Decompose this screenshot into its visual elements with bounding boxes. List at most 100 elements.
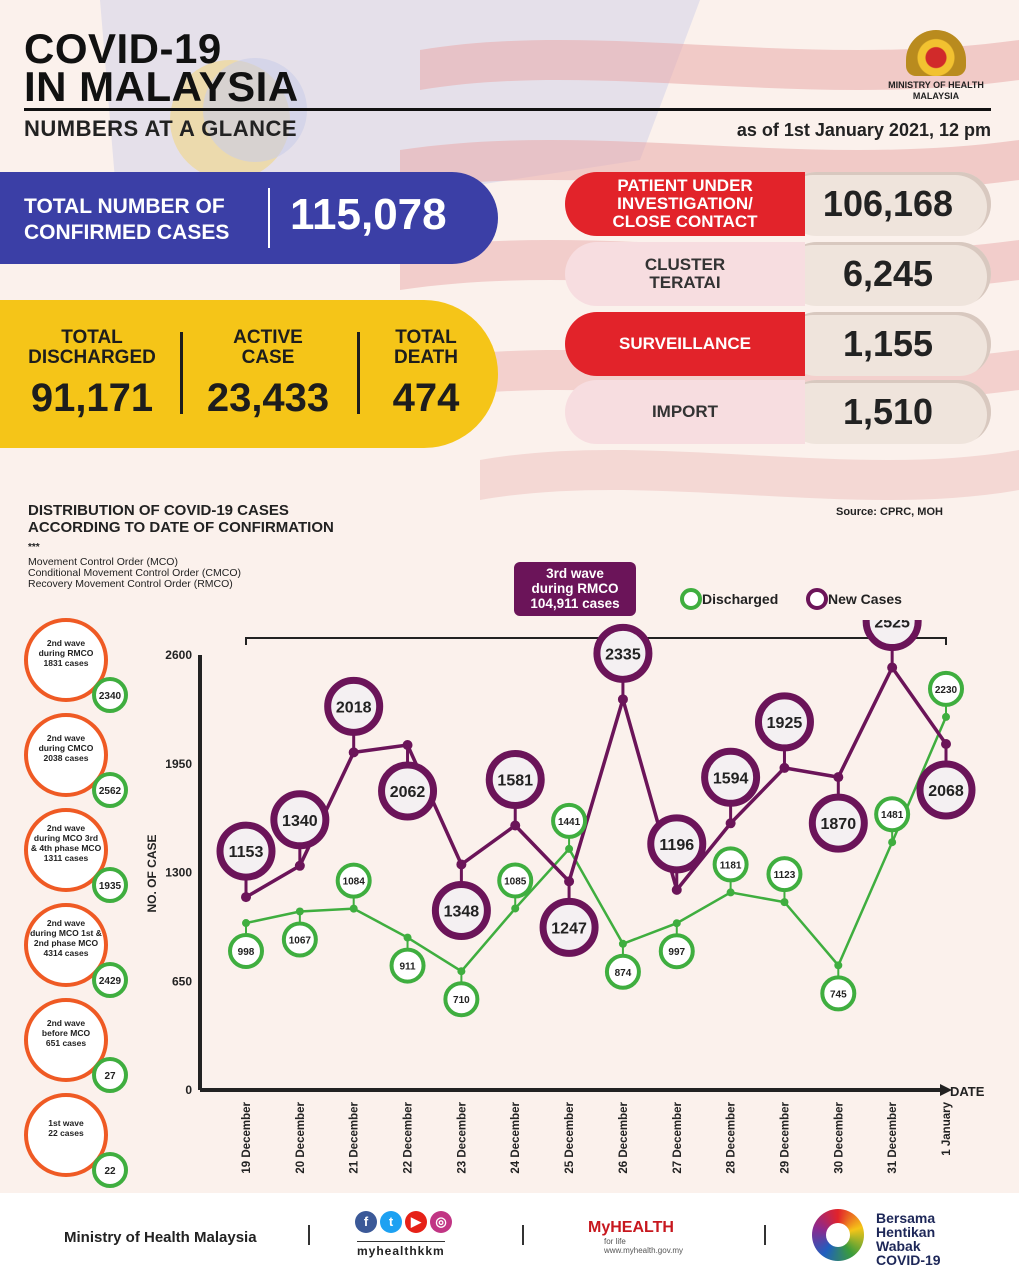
x-tick-label: 1 January xyxy=(941,1101,953,1155)
discharged-marker xyxy=(658,933,695,970)
wave-text: 2nd wave xyxy=(47,918,86,928)
category-label: PATIENT UNDER INVESTIGATION/CLOSE CONTACT xyxy=(565,172,805,236)
new-cases-point xyxy=(241,892,251,903)
wave-discharged-circle xyxy=(92,962,128,998)
active-value: 23,433 xyxy=(206,376,330,420)
coat-of-arms-icon xyxy=(906,30,966,76)
discharged-point xyxy=(672,919,681,928)
discharged-marker xyxy=(874,796,911,833)
discharged-data-label: 710 xyxy=(453,995,470,1006)
legend-new-label: New Cases xyxy=(828,591,902,607)
discharged-marker xyxy=(389,947,426,984)
discharged-marker xyxy=(335,862,372,899)
outcomes-divider-2 xyxy=(357,332,360,414)
wave-discharged-value: 2562 xyxy=(99,786,122,797)
new-cases-marker xyxy=(378,761,438,821)
new-cases-marker xyxy=(324,676,384,736)
wave-line-3: 104,911 cases xyxy=(530,596,620,611)
death-label-1: TOTAL xyxy=(395,327,457,348)
wave-discharged-circle xyxy=(92,1057,128,1093)
new-cases-marker-icon xyxy=(806,588,828,610)
discharged-stat: TOTAL DISCHARGED 91,171 xyxy=(22,328,162,421)
title-line-1: COVID-19 xyxy=(24,25,222,72)
y-tick-label: 0 xyxy=(185,1083,192,1097)
myhealth-tagline: for life xyxy=(604,1237,626,1246)
confirmed-cases-panel: TOTAL NUMBER OF CONFIRMED CASES 115,078 xyxy=(0,172,498,264)
discharged-marker xyxy=(228,933,264,970)
new-cases-data-label: 1196 xyxy=(659,837,694,854)
wave-text: 2nd wave xyxy=(47,733,86,743)
legend-discharged: Discharged xyxy=(680,588,778,610)
note-mco: Movement Control Order (MCO) xyxy=(28,556,178,568)
x-tick-label: 28 December xyxy=(726,1101,738,1173)
wave-discharged-value: 2429 xyxy=(99,976,122,987)
wave-discharged-value: 1935 xyxy=(99,881,122,892)
x-tick-label: 21 December xyxy=(349,1101,361,1173)
new-cases-point xyxy=(456,859,467,870)
x-tick-label: 22 December xyxy=(403,1101,415,1173)
x-tick-label: 30 December xyxy=(833,1101,845,1173)
new-cases-data-label: 1348 xyxy=(444,903,480,920)
new-cases-point xyxy=(617,694,628,705)
discharged-data-label: 1067 xyxy=(289,935,312,946)
discharged-marker xyxy=(604,953,641,990)
death-label-2: DEATH xyxy=(393,347,459,368)
wave-text: 2038 cases xyxy=(44,753,89,763)
new-cases-data-label: 1581 xyxy=(497,772,533,789)
campaign-burst-icon xyxy=(812,1209,864,1261)
wave-text: before MCO xyxy=(42,1028,91,1038)
new-cases-point xyxy=(779,762,790,773)
discharged-marker xyxy=(281,921,318,958)
category-row-import: 1,510 IMPORT xyxy=(565,380,991,444)
cases-line-chart: DATE NO. OF CASE 0 650 1300 1950 2600 19 Decemb… xyxy=(145,620,985,1174)
wave-line-2: during RMCO xyxy=(531,581,619,596)
death-stat: TOTAL DEATH 474 xyxy=(378,328,474,421)
footer-ministry: Ministry of Health Malaysia xyxy=(64,1229,257,1246)
discharged-series-line xyxy=(245,716,948,973)
category-label-line: INVESTIGATION/ xyxy=(617,194,753,213)
outcomes-divider-1 xyxy=(180,332,183,414)
facebook-icon[interactable]: f xyxy=(355,1211,377,1233)
discharged-point xyxy=(457,967,466,976)
wave-text: 1st wave xyxy=(48,1118,84,1128)
discharged-point xyxy=(726,888,735,897)
distribution-title-2: ACCORDING TO DATE OF CONFIRMATION xyxy=(28,519,334,536)
twitter-icon[interactable]: t xyxy=(380,1211,402,1233)
new-cases-point xyxy=(510,820,521,831)
confirmed-divider xyxy=(268,188,270,248)
new-cases-point xyxy=(402,740,413,751)
new-cases-data-label: 1870 xyxy=(821,816,857,833)
category-label-line: TERATAI xyxy=(649,273,721,292)
wave-discharged-circle xyxy=(92,867,128,903)
slogan-line-4: COVID-19 xyxy=(876,1252,941,1268)
discharged-point xyxy=(349,904,358,913)
y-tick-label: 650 xyxy=(172,974,192,988)
new-cases-marker xyxy=(216,821,276,881)
discharged-marker-icon xyxy=(680,588,702,610)
campaign-slogan: Bersama Hentikan Wabak COVID-19 xyxy=(876,1211,941,1267)
title-line-2: IN MALAYSIA xyxy=(24,63,299,110)
y-tick-label: 1950 xyxy=(165,757,192,771)
discharged-point xyxy=(403,933,412,942)
x-tick-label: 29 December xyxy=(779,1101,791,1173)
category-label: SURVEILLANCE xyxy=(565,312,805,376)
new-cases-point xyxy=(294,860,305,871)
confirmed-value: 115,078 xyxy=(290,190,447,239)
x-tick-label: 20 December xyxy=(295,1101,307,1173)
new-cases-marker xyxy=(754,692,814,752)
death-value: 474 xyxy=(392,376,460,420)
discharged-point xyxy=(780,898,789,907)
wave-text: during MCO 1st & xyxy=(30,928,102,938)
category-value: 1,510 xyxy=(785,380,991,444)
mco-notes: Movement Control Order (MCO) Conditional… xyxy=(28,557,241,590)
slogan-line-1: Bersama xyxy=(876,1210,936,1226)
wave-discharged-value: 22 xyxy=(104,1166,116,1177)
third-wave-box: 3rd wave during RMCO 104,911 cases xyxy=(514,562,636,616)
youtube-icon[interactable]: ▶ xyxy=(405,1211,427,1233)
discharged-data-label: 911 xyxy=(399,962,416,973)
ministry-name-2: MALAYSIA xyxy=(912,91,960,101)
wave-discharged-circle xyxy=(92,1152,128,1188)
instagram-icon[interactable]: ◎ xyxy=(430,1211,452,1233)
wave-text: 2nd wave xyxy=(47,1018,86,1028)
